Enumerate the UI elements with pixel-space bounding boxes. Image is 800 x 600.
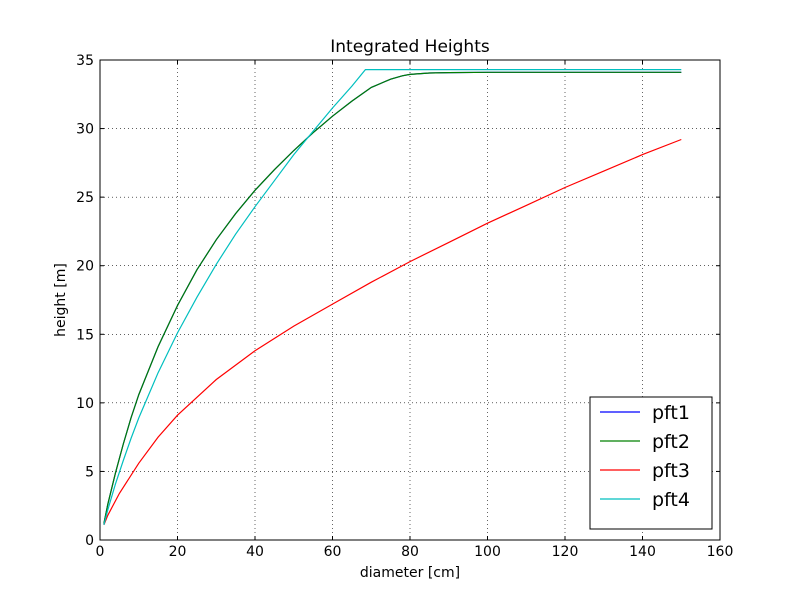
y-tick-label: 0 [85,533,94,549]
axis-ticks: 0 20 40 60 80 100 120 140 160 0 5 10 15 20 25 30 35 [76,53,733,560]
legend: pft1 pft2 pft3 pft4 [589,396,713,530]
legend-label-pft3: pft3 [652,460,690,482]
legend-label-pft4: pft4 [652,489,690,511]
chart-title: Integrated Heights [330,37,490,57]
legend-label-pft1: pft1 [652,402,690,424]
series-line-pft3 [103,138,682,526]
x-tick-label: 140 [629,544,656,560]
series-line-pft4 [103,68,682,526]
x-tick-label: 0 [96,544,105,560]
y-tick-label: 25 [76,190,94,206]
y-tick-label: 15 [76,327,94,343]
x-tick-label: 100 [474,544,501,560]
x-tick-label: 160 [707,544,734,560]
y-tick-label: 30 [76,122,94,138]
y-tick-label: 20 [76,259,94,275]
series-line-pft2 [103,71,682,524]
plot-series [103,68,682,526]
legend-box [589,396,713,530]
y-tick-label: 10 [76,396,94,412]
y-axis-label: height [m] [53,263,69,337]
x-tick-label: 80 [401,544,419,560]
y-tick-label: 35 [76,53,94,69]
x-tick-label: 40 [246,544,264,560]
x-tick-label: 120 [552,544,579,560]
y-tick-label: 5 [85,464,94,480]
legend-label-pft2: pft2 [652,431,690,453]
x-tick-label: 20 [169,544,187,560]
x-tick-label: 60 [324,544,342,560]
x-axis-label: diameter [cm] [360,565,460,581]
